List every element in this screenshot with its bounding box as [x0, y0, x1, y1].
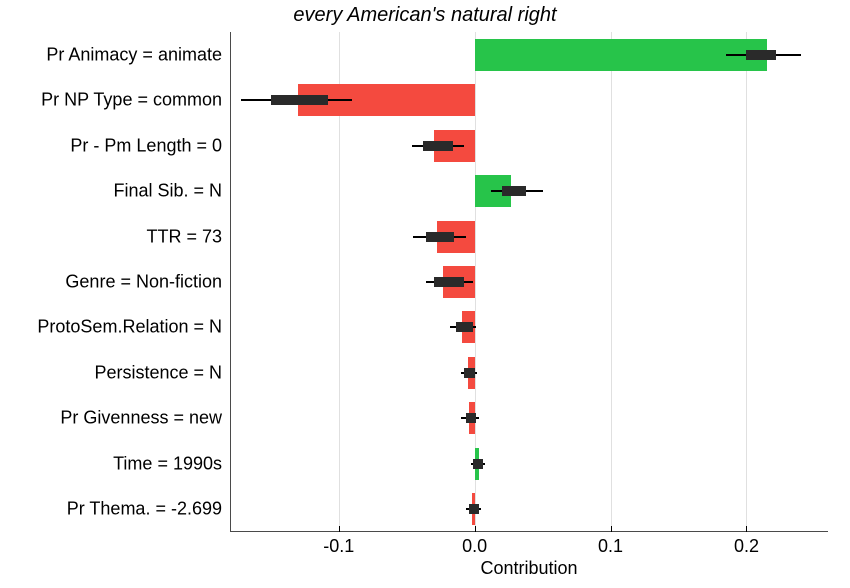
y-axis-label: Pr - Pm Length = 0 [70, 135, 222, 156]
x-tick-label: 0.1 [598, 536, 623, 557]
y-axis-label: Genre = Non-fiction [65, 272, 222, 293]
y-axis-label: Pr Animacy = animate [46, 44, 222, 65]
y-axis-label: Persistence = N [94, 362, 222, 383]
y-axis-label: Pr Thema. = -2.699 [67, 499, 222, 520]
gridline [746, 32, 747, 532]
iqr-box [466, 413, 476, 423]
iqr-box [469, 504, 479, 514]
contribution-bar [475, 39, 767, 71]
x-tick-label: 0.0 [462, 536, 487, 557]
iqr-box [434, 277, 464, 287]
x-tick-mark [611, 526, 612, 532]
y-axis-label: Time = 1990s [113, 453, 222, 474]
iqr-box [502, 186, 526, 196]
chart-title: every American's natural right [0, 4, 850, 27]
y-axis-line [230, 32, 231, 532]
y-axis-label: Final Sib. = N [113, 181, 222, 202]
x-axis-title: Contribution [480, 558, 577, 579]
y-axis-label: Pr NP Type = common [41, 90, 222, 111]
iqr-box [746, 50, 776, 60]
x-axis: -0.1 0.0 0.1 0.2 Contribution [230, 532, 828, 588]
x-tick-mark [475, 526, 476, 532]
iqr-box [423, 141, 453, 151]
y-axis-label: TTR = 73 [146, 226, 222, 247]
x-tick-mark [339, 526, 340, 532]
iqr-box [456, 322, 474, 332]
iqr-box [426, 232, 455, 242]
y-axis-label: Pr Givenness = new [60, 408, 222, 429]
iqr-box [271, 95, 328, 105]
x-tick-label: -0.1 [323, 536, 354, 557]
y-axis-label: ProtoSem.Relation = N [37, 317, 222, 338]
x-tick-label: 0.2 [734, 536, 759, 557]
contribution-chart: every American's natural right Pr Animac… [0, 0, 850, 588]
gridline [611, 32, 612, 532]
iqr-box [473, 459, 483, 469]
plot-area [230, 32, 828, 532]
iqr-box [464, 368, 475, 378]
x-tick-mark [746, 526, 747, 532]
